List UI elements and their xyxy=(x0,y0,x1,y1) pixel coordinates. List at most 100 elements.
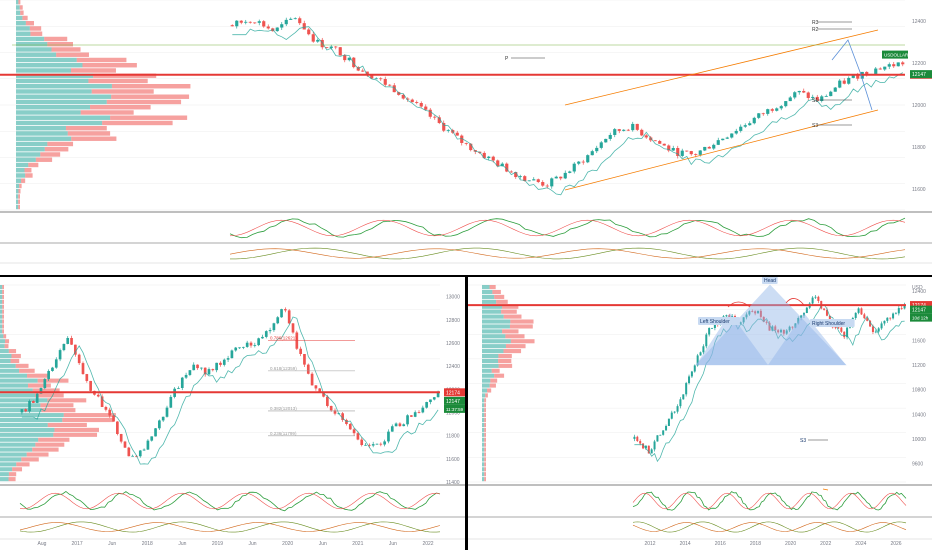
candle-body xyxy=(401,94,405,99)
volume-profile-bar-down xyxy=(10,358,20,363)
candle-body xyxy=(721,138,725,141)
volume-profile-bar-up xyxy=(0,472,9,477)
candle-body xyxy=(230,25,234,27)
volume-profile-bar-up xyxy=(482,358,499,363)
candle-body xyxy=(402,424,406,427)
volume-profile-bar-up xyxy=(482,368,492,373)
current-price-tag xyxy=(910,305,932,314)
candle-body xyxy=(268,330,272,332)
volume-profile-bar-up xyxy=(16,21,26,26)
volume-profile-bar-down xyxy=(35,442,65,447)
candle-body xyxy=(699,352,702,356)
chart-pane-top[interactable]: 11600118001200012200124001214412147USDOL… xyxy=(0,0,932,275)
candle-body xyxy=(262,21,266,27)
candle-body xyxy=(667,418,670,426)
pattern-label-background xyxy=(698,317,740,325)
candle-body xyxy=(394,423,398,427)
pattern-label: Head xyxy=(764,278,776,284)
candle-body xyxy=(840,327,843,332)
volume-profile-bar-up xyxy=(0,477,9,482)
volume-profile-bar-down xyxy=(111,84,191,89)
candle-body xyxy=(889,317,892,319)
candle-body xyxy=(860,308,863,315)
volume-profile-bar-down xyxy=(62,417,114,423)
volume-profile-bar-down xyxy=(502,329,519,334)
volume-profile-bar-down xyxy=(32,388,60,393)
candle-body xyxy=(680,150,684,156)
candle-body xyxy=(413,412,417,417)
candle-body xyxy=(424,106,428,110)
volume-profile-bar-down xyxy=(498,353,512,359)
volume-profile-bar-up xyxy=(482,457,485,462)
candle-body xyxy=(833,87,837,92)
currency-label: USD xyxy=(912,285,923,291)
volume-profile-bar-up xyxy=(482,314,504,319)
arc-arrow xyxy=(785,298,805,306)
candle-body xyxy=(35,393,39,403)
volume-profile-bar-down xyxy=(2,304,4,309)
volume-profile-bar-up xyxy=(482,349,504,354)
pattern-label: Right Shoulder xyxy=(812,321,845,327)
volume-profile-bar-down xyxy=(510,319,534,324)
volume-profile-bar-up xyxy=(16,131,68,136)
candle-body xyxy=(617,129,621,131)
time-axis-label: 2019 xyxy=(212,541,223,547)
volume-profile-bar-up xyxy=(482,388,488,393)
volume-profile-bar-down xyxy=(503,314,522,319)
trailing-stop-line xyxy=(634,304,905,463)
price-axis-label: 10800 xyxy=(912,388,926,394)
volume-profile-bar-down xyxy=(70,68,116,73)
volume-profile-bar-down xyxy=(494,294,505,299)
volume-profile-bar-up xyxy=(16,68,71,73)
price-axis-label: 12200 xyxy=(912,61,926,67)
pane-divider-vertical[interactable] xyxy=(465,277,468,550)
volume-profile-bar-up xyxy=(0,403,41,408)
fib-level-label: 0.236(11799) xyxy=(270,431,297,436)
candle-body xyxy=(599,142,603,148)
candle-body xyxy=(287,310,291,324)
candle-body xyxy=(482,152,486,159)
trailing-stop-line xyxy=(21,316,439,465)
volume-profile-bar-up xyxy=(0,457,22,462)
candle-body xyxy=(375,443,379,445)
candle-body xyxy=(54,359,58,368)
pane-divider-horizontal[interactable] xyxy=(0,275,932,277)
chart-top-svg: 11600118001200012200124001214412147USDOL… xyxy=(0,0,932,275)
volume-profile-bar-up xyxy=(16,57,77,63)
candle-body xyxy=(604,138,608,143)
candle-body xyxy=(275,27,279,32)
candle-body xyxy=(679,399,682,407)
candle-body xyxy=(640,129,644,136)
volume-profile-bar-up xyxy=(0,363,16,368)
chart-pane-bottom-left[interactable]: 1140011600118001200012200124001260012800… xyxy=(0,277,466,550)
channel-upper-line xyxy=(564,29,879,106)
volume-profile-bar-down xyxy=(28,162,39,168)
volume-profile-bar-up xyxy=(482,447,485,452)
candle-body xyxy=(383,79,387,85)
volume-profile-bar-down xyxy=(485,393,488,398)
volume-profile-bar-up xyxy=(482,413,485,418)
rsi-signal-line xyxy=(632,492,907,510)
volume-profile-bar-up xyxy=(482,467,485,472)
volume-profile-bar-down xyxy=(91,89,154,94)
volume-profile-bar-down xyxy=(18,194,20,199)
candle-body xyxy=(658,141,662,144)
candle-body xyxy=(857,308,860,313)
candle-body xyxy=(398,423,402,427)
candle-body xyxy=(207,369,211,375)
volume-profile-bar-up xyxy=(0,432,54,437)
candle-body xyxy=(595,147,599,152)
time-axis-label: 2012 xyxy=(644,541,655,547)
candle-body xyxy=(142,449,146,451)
time-axis-label: 2020 xyxy=(282,541,293,547)
volume-profile-bar-down xyxy=(15,363,29,368)
candle-body xyxy=(820,96,824,101)
volume-profile-bar-down xyxy=(63,413,116,418)
candle-body xyxy=(374,78,378,80)
volume-profile-bar-down xyxy=(19,5,23,10)
chart-pane-bottom-right[interactable]: 9600100001040010800112001160012000124001… xyxy=(468,276,932,550)
candle-body xyxy=(203,367,207,375)
volume-profile-bar-up xyxy=(0,368,20,373)
candle-body xyxy=(180,377,184,388)
candle-body xyxy=(96,394,100,397)
